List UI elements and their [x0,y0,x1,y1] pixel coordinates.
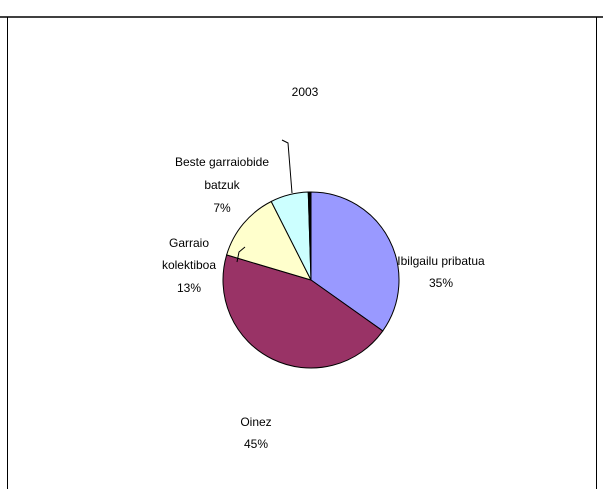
label-beste-line2: batzuk [204,178,240,192]
pie [222,191,400,369]
label-oinez: Oinez 45% [240,415,271,451]
label-garraio-percent: 13% [177,281,201,295]
label-beste-line1: Beste garraiobide [175,155,269,169]
label-oinez-name: Oinez [240,415,271,429]
chart-title: 2003 [292,85,319,99]
label-ibilgailu-pribatua: Ibilgailu pribatua 35% [397,254,485,290]
label-beste-garraiobide: Beste garraiobide batzuk 7% [175,155,269,215]
chart-frame [0,16,603,489]
label-garraio-line1: Garraio [169,236,209,250]
label-oinez-percent: 45% [244,437,268,451]
label-ibilgailu-percent: 35% [429,276,453,290]
label-garraio-line2: kolektiboa [162,258,216,272]
leader-line-beste [281,139,293,194]
slice-ibilgailu-pribatua [310,191,400,332]
label-ibilgailu-name: Ibilgailu pribatua [397,254,485,268]
slice-oinez [222,254,384,369]
slice-garraio-kolektiboa [226,200,312,281]
label-garraio-kolektiboa: Garraio kolektiboa 13% [162,236,216,295]
slice-small-black [307,191,312,281]
leader-line-garraio [236,246,246,263]
label-beste-percent: 7% [213,201,231,215]
